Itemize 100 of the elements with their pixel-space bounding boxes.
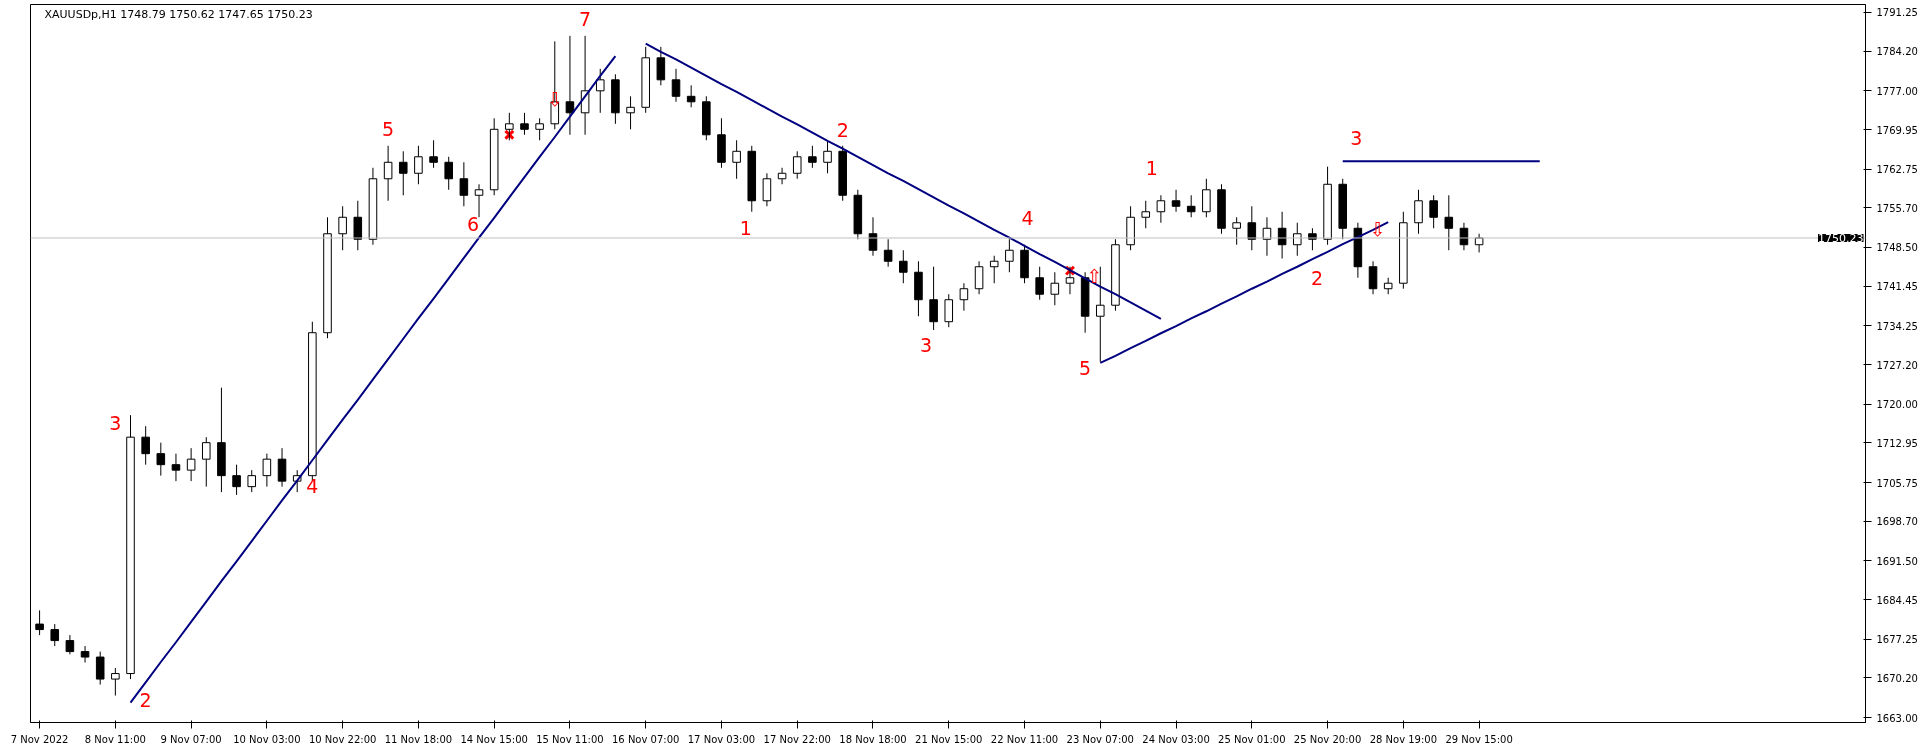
candlestick [429, 139, 438, 169]
candlestick [732, 139, 741, 180]
y-tick-label: 1670.20 [1876, 672, 1918, 684]
candlestick [262, 453, 272, 488]
candlestick [1368, 260, 1378, 295]
x-tick-label: 10 Nov 03:00 [233, 733, 301, 745]
x-tick-label: 14 Nov 15:00 [460, 733, 528, 745]
y-tick-label: 1769.95 [1876, 124, 1918, 136]
candlestick [35, 609, 44, 636]
y-tick-label: 1791.25 [1876, 7, 1918, 19]
annotation: 1 [1145, 157, 1158, 180]
candlestick [277, 447, 287, 488]
candlestick [186, 447, 196, 482]
y-tick-label: 1698.70 [1876, 516, 1918, 528]
candlestick [1232, 216, 1241, 246]
candlestick [1005, 238, 1014, 273]
candlestick [1156, 194, 1166, 224]
candlestick [1202, 178, 1211, 218]
candlestick [883, 238, 893, 268]
line-series [644, 42, 1162, 320]
x-tick-label: 7 Nov 2022 [10, 733, 69, 745]
x-tick-label: 25 Nov 01:00 [1218, 733, 1286, 745]
candlestick [777, 167, 787, 185]
x-tick-label: 21 Nov 15:00 [915, 733, 983, 745]
x-tick-label: 18 Nov 18:00 [839, 733, 907, 745]
candlestick [201, 436, 211, 488]
x-tick-label: 9 Nov 07:00 [160, 733, 222, 745]
candlestick [232, 464, 241, 496]
candlestick [353, 200, 363, 251]
annotation: 3 [1350, 127, 1363, 150]
candlestick [823, 139, 832, 174]
candlestick [414, 145, 423, 185]
x-tick-label: 17 Nov 03:00 [687, 733, 756, 745]
candlestick [1247, 205, 1257, 251]
candlestick [762, 172, 772, 207]
y-tick-label: 1741.45 [1876, 281, 1918, 293]
y-tick-label: 1684.45 [1876, 594, 1918, 606]
candlestick [565, 35, 575, 136]
candlestick [474, 183, 484, 218]
candlestick [338, 205, 347, 251]
candlestick [1141, 200, 1151, 229]
candlestick [580, 35, 590, 136]
x-tick-label: 10 Nov 22:00 [308, 733, 377, 745]
x-tick-label: 15 Nov 11:00 [536, 733, 604, 745]
x-tick-label: 29 Nov 15:00 [1445, 733, 1513, 745]
candlestick [50, 623, 60, 647]
y-tick-label: 1691.50 [1876, 555, 1918, 567]
y-tick-label: 1784.20 [1876, 46, 1918, 58]
y-tick-label: 1727.20 [1876, 359, 1918, 371]
x-tick-label: 23 Nov 07:00 [1066, 733, 1134, 745]
annotation: 5 [382, 118, 395, 141]
candlestick [459, 161, 469, 207]
candlestick [505, 112, 514, 141]
annotation: 4 [306, 474, 319, 497]
y-tick-label: 1748.50 [1876, 242, 1918, 254]
annotation: 3 [919, 334, 933, 357]
candlestick [247, 469, 257, 493]
candlestick [65, 634, 75, 655]
annotation: 7 [579, 8, 592, 31]
candlestick [535, 117, 544, 141]
annotation: ⇧ [1086, 265, 1103, 288]
y-tick-label: 1663.00 [1876, 712, 1918, 724]
candlestick [808, 145, 817, 169]
candlestick [626, 95, 635, 130]
x-tick-label: 25 Nov 20:00 [1293, 733, 1362, 745]
chart-title: XAUUSDp,H1 1748.79 1750.62 1747.65 1750.23 [44, 7, 313, 21]
candlestick [398, 150, 408, 196]
candlestick [944, 293, 954, 328]
candlestick [111, 667, 120, 697]
candlestick [974, 260, 984, 295]
annotation: 2 [1310, 267, 1324, 290]
candlestick [1050, 271, 1060, 306]
candlestick [686, 84, 696, 108]
annotation: 3 [109, 412, 122, 435]
candlestick [792, 150, 802, 180]
y-tick-label: 1762.75 [1876, 164, 1918, 176]
candlestick [80, 645, 90, 664]
y-tick-label: 1734.25 [1876, 320, 1918, 332]
x-tick-label: 17 Nov 22:00 [763, 733, 831, 745]
candlestick [1171, 189, 1181, 213]
annotation: 6 [466, 212, 480, 235]
candlestick [959, 282, 969, 312]
candlestick [899, 249, 908, 284]
candlestick [1186, 194, 1196, 218]
candlestick [1414, 189, 1423, 235]
candlestick [671, 68, 681, 103]
candlestick [520, 112, 529, 136]
candlestick [141, 425, 150, 466]
candlestick [595, 68, 605, 114]
candlestick [1065, 266, 1075, 295]
annotation: 4 [1021, 207, 1034, 230]
candlestick [95, 651, 105, 686]
annotation: 5 [1079, 357, 1092, 380]
candlestick [383, 145, 393, 202]
candlestick [156, 442, 166, 477]
annotation: 2 [836, 118, 849, 141]
x-tick-label: 16 Nov 07:00 [611, 733, 680, 745]
y-tick-label: 1677.25 [1876, 634, 1918, 646]
candlestick [171, 453, 181, 482]
candlestick [1035, 266, 1044, 301]
